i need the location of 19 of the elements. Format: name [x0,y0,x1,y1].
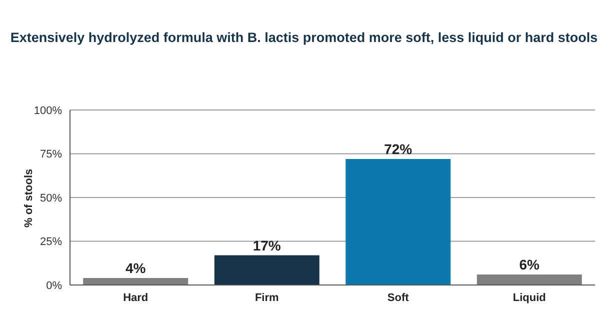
y-tick-label: 25% [40,236,62,248]
bar [214,255,320,285]
x-tick-label: Soft [387,292,410,304]
bar [476,274,582,285]
bar [83,278,188,285]
y-tick-label: 50% [40,192,62,204]
data-label: 17% [252,237,282,254]
data-label: 72% [384,141,413,157]
x-tick-label: Firm [254,292,280,304]
x-tick-label: Liquid [512,292,546,304]
y-tick-label: 75% [40,148,62,161]
y-axis-title: % of stools [22,168,35,228]
y-tick-label: 100% [34,104,62,117]
data-label: 6% [519,256,540,272]
data-label: 4% [126,260,146,276]
bar [346,159,451,285]
chart-title: Extensively hydrolyzed formula with B. lactis promoted more soft, less liquid or hard stools [9,30,599,45]
y-tick-label: 0% [46,280,62,292]
x-tick-label: Hard [123,292,148,304]
